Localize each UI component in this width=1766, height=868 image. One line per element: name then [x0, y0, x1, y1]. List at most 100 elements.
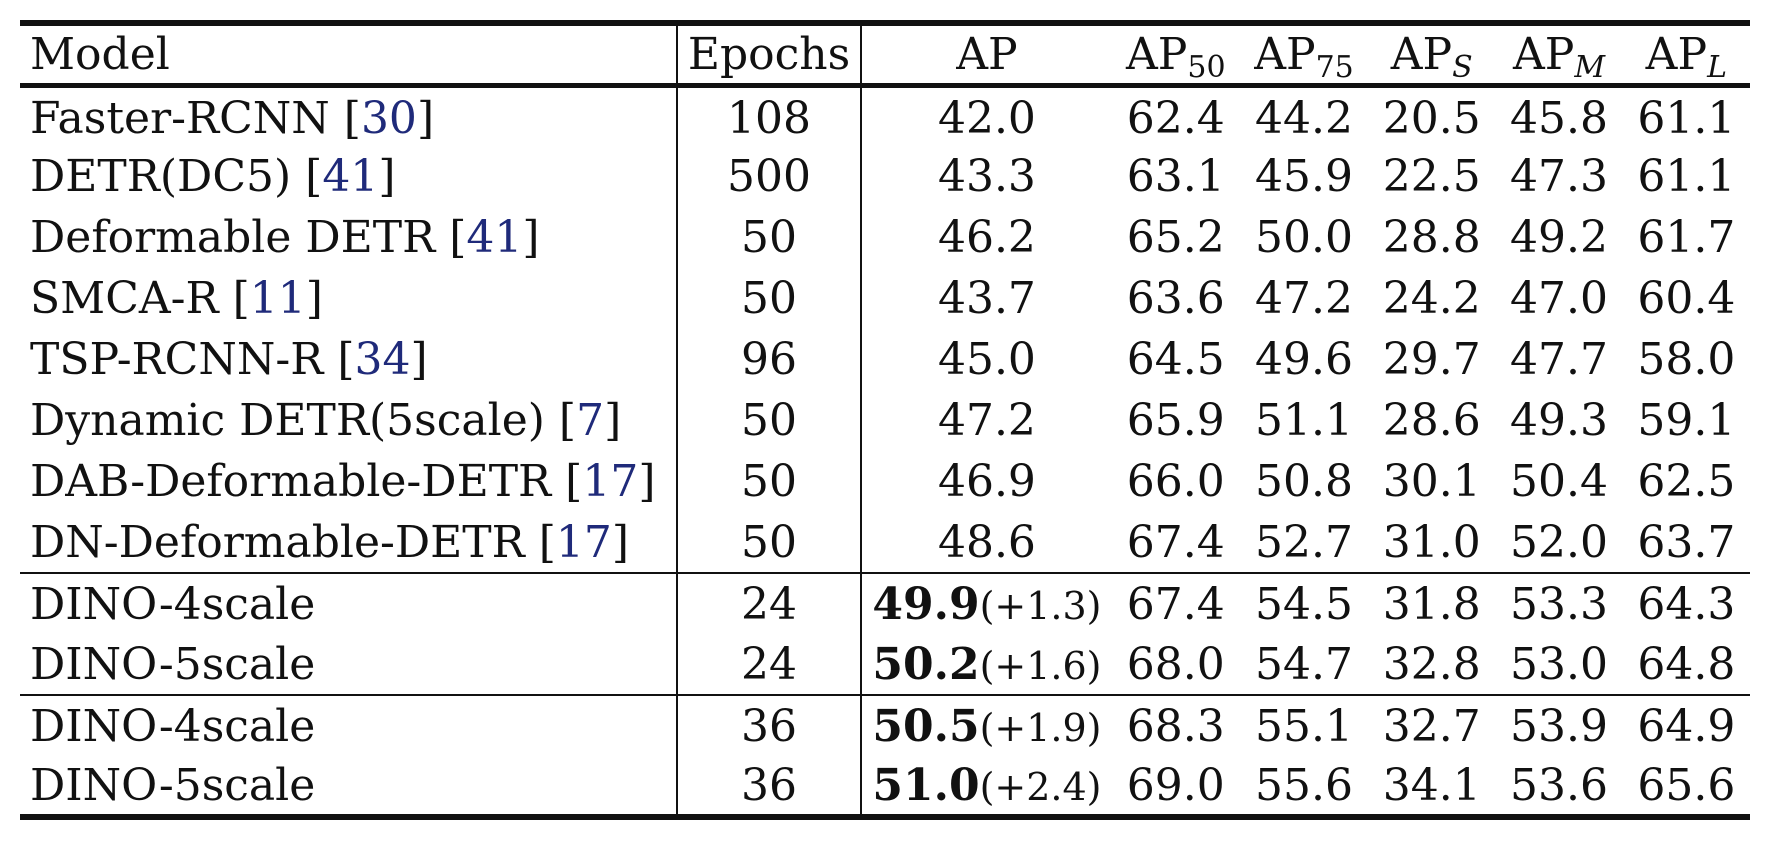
model-name: DINO-5scale [30, 638, 316, 690]
ap50-cell: 67.4 [1126, 516, 1225, 568]
model-name: Deformable DETR [41] [20, 207, 677, 268]
model-label: DAB-Deformable-DETR [30, 456, 566, 507]
header-apm: APM [1495, 20, 1623, 88]
epochs-cell: 36 [675, 694, 863, 756]
citation-bracket: [ [343, 93, 361, 145]
aps-cell: 31.8 [1368, 572, 1496, 634]
dino-36-epoch-rows: DINO-4scale 36 50.5(+1.9) 68.3 55.1 32.7 53.9 6… [20, 694, 1750, 820]
citation-link: 34 [354, 334, 411, 385]
table-row: DINO-4scale 24 49.9(+1.3) 67.4 54.5 31.8 53.3 6… [20, 572, 1750, 634]
ap-cell: 43.3 [937, 151, 1036, 202]
apm-cell: 47.7 [1510, 334, 1608, 385]
epochs-cell: 50 [675, 268, 863, 329]
apm-cell: 53.3 [1495, 572, 1623, 634]
citation-link: 41 [322, 151, 379, 202]
apm-cell: 50.4 [1510, 456, 1608, 507]
citation-link: 30 [360, 93, 417, 145]
aps-cell: 30.1 [1382, 456, 1481, 507]
ap50-cell: 63.6 [1126, 273, 1225, 324]
ap75-cell: 51.1 [1255, 395, 1353, 446]
apl-cell: 65.6 [1622, 756, 1750, 820]
ap75-cell: 54.7 [1255, 638, 1353, 690]
citation-link: 41 [466, 212, 523, 263]
aps-cell: 20.5 [1382, 93, 1481, 145]
ap75-cell: 55.1 [1239, 694, 1369, 756]
apl-cell: 60.4 [1637, 273, 1736, 324]
model-label: Faster-RCNN [30, 93, 344, 145]
ap50-cell: 69.0 [1111, 756, 1240, 820]
model-label: DN-Deformable-DETR [30, 516, 539, 568]
citation-bracket: [ [558, 395, 577, 446]
results-table: Model Epochs AP AP50 AP75 APS APM APL Fa… [20, 20, 1750, 820]
model-name: DINO-4scale [20, 572, 677, 634]
apl-cell: 61.1 [1637, 151, 1736, 202]
apl-cell: 61.1 [1637, 93, 1736, 145]
ap75-cell: 49.6 [1255, 334, 1353, 385]
epochs-cell: 50 [675, 207, 863, 268]
ap-gain: (+1.6) [979, 643, 1102, 688]
apl-cell: 62.5 [1637, 456, 1736, 507]
ap-value: 50.5 [872, 700, 980, 752]
apm-cell: 49.2 [1510, 212, 1608, 263]
citation-bracket: [ [565, 456, 583, 507]
baseline-rows: Faster-RCNN [30] 108 42.0 62.4 44.2 20.5 45.8 6… [20, 85, 1750, 573]
ap50-cell: 68.0 [1126, 638, 1225, 690]
ap50-cell: 66.0 [1126, 456, 1225, 507]
ap-cell: 50.5(+1.9) [861, 694, 1112, 756]
apm-cell: 53.9 [1495, 694, 1623, 756]
citation-link: 7 [576, 395, 605, 446]
apm-cell: 52.0 [1510, 516, 1608, 568]
ap-cell: 46.9 [937, 456, 1036, 507]
table-row: Deformable DETR [41] 50 46.2 65.2 50.0 28.8 49… [20, 207, 1750, 268]
ap50-cell: 67.4 [1111, 572, 1240, 634]
model-name: TSP-RCNN-R [34] [20, 329, 677, 390]
ap-value: 50.2 [872, 638, 980, 690]
apl-cell: 64.8 [1637, 638, 1736, 690]
citation-link: 11 [249, 273, 306, 324]
epochs-cell: 24 [675, 572, 863, 634]
citation-bracket: ] [604, 395, 622, 446]
ap-cell: 49.9(+1.3) [861, 572, 1112, 634]
ap-gain: (+2.4) [979, 764, 1102, 809]
aps-cell: 31.0 [1382, 516, 1481, 568]
model-name: SMCA-R [11] [20, 268, 677, 329]
ap50-cell: 65.2 [1126, 212, 1225, 263]
citation-bracket: [ [305, 151, 323, 202]
ap75-cell: 55.6 [1239, 756, 1369, 820]
epochs-cell: 50 [675, 512, 863, 573]
model-label: Dynamic DETR(5scale) [30, 395, 559, 446]
apl-cell: 63.7 [1637, 516, 1736, 568]
header-epochs: Epochs [675, 20, 863, 88]
model-name: DINO-4scale [20, 694, 677, 756]
model-label: SMCA-R [30, 273, 233, 324]
ap50-cell: 63.1 [1126, 151, 1225, 202]
header-ap: AP [861, 20, 1112, 88]
ap-cell: 43.7 [937, 273, 1036, 324]
apm-cell: 45.8 [1510, 93, 1608, 145]
ap-value: 49.9 [872, 578, 980, 630]
ap-cell: 42.0 [937, 93, 1036, 145]
aps-cell: 28.8 [1382, 212, 1481, 263]
model-name: DN-Deformable-DETR [17] [20, 512, 677, 573]
apl-cell: 64.3 [1622, 572, 1750, 634]
aps-cell: 34.1 [1368, 756, 1496, 820]
citation-bracket: ] [522, 212, 540, 263]
citation-bracket: [ [449, 212, 467, 263]
table-row: DAB-Deformable-DETR [17] 50 46.9 66.0 50.8 30… [20, 451, 1750, 512]
ap-cell: 45.0 [937, 334, 1036, 385]
ap50-cell: 65.9 [1126, 395, 1225, 446]
model-name: Dynamic DETR(5scale) [7] [20, 390, 677, 451]
epochs-cell: 500 [675, 146, 863, 207]
dino-24-epoch-rows: DINO-4scale 24 49.9(+1.3) 67.4 54.5 31.8 53.3 6… [20, 572, 1750, 695]
ap-gain: (+1.9) [979, 705, 1102, 750]
header-model: Model [20, 20, 677, 88]
table-row: TSP-RCNN-R [34] 96 45.0 64.5 49.6 29.7 47.7 58.… [20, 329, 1750, 390]
apl-cell: 64.9 [1622, 694, 1750, 756]
table-row: Dynamic DETR(5scale) [7] 50 47.2 65.9 51.1 28… [20, 390, 1750, 451]
header-ap75: AP75 [1239, 20, 1369, 88]
aps-cell: 22.5 [1382, 151, 1481, 202]
apl-cell: 58.0 [1637, 334, 1736, 385]
aps-cell: 32.8 [1382, 638, 1481, 690]
table-row: Faster-RCNN [30] 108 42.0 62.4 44.2 20.5 45.8 6… [20, 85, 1750, 146]
apm-cell: 49.3 [1510, 395, 1608, 446]
